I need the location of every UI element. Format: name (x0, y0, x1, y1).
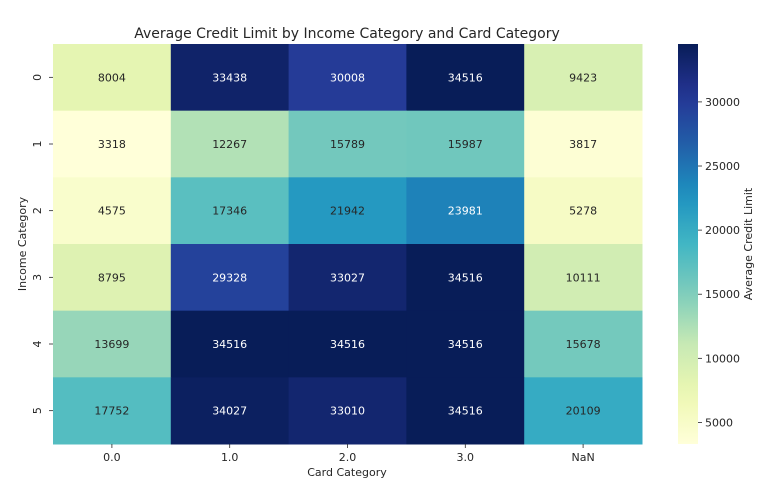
cell-value-label: 20109 (566, 405, 601, 418)
heatmap-cell (288, 310, 407, 378)
x-axis-label: Card Category (307, 466, 387, 479)
colorbar-label: Average Credit Limit (742, 187, 755, 300)
heatmap-cell (53, 110, 172, 178)
y-tick-label: 1 (31, 141, 44, 148)
heatmap-cell (524, 310, 643, 378)
colorbar-tick-label: 20000 (705, 224, 740, 237)
x-tick-label: 0.0 (103, 451, 121, 464)
heatmap-cell (53, 377, 172, 445)
cell-value-label: 15987 (448, 138, 483, 151)
heatmap-cell (288, 177, 407, 245)
cell-value-label: 17752 (94, 405, 129, 418)
x-tick-label: 2.0 (339, 451, 357, 464)
y-tick-label: 2 (31, 207, 44, 214)
x-tick-label: 1.0 (221, 451, 239, 464)
cell-value-label: 21942 (330, 205, 365, 218)
heatmap-cell (53, 244, 172, 312)
cell-value-label: 34516 (448, 338, 483, 351)
x-tick-label: NaN (571, 451, 594, 464)
y-tick-label: 4 (31, 341, 44, 348)
heatmap-cell (170, 177, 290, 245)
cell-value-label: 34516 (448, 71, 483, 84)
heatmap-cell (524, 377, 643, 445)
heatmap-cell (288, 110, 407, 178)
cell-value-label: 17346 (212, 205, 247, 218)
y-tick-label: 5 (31, 407, 44, 414)
cell-value-label: 30008 (330, 71, 365, 84)
cell-value-label: 15789 (330, 138, 365, 151)
cell-value-label: 15678 (566, 338, 601, 351)
heatmap-cell (288, 44, 407, 112)
heatmap-cell (406, 377, 525, 445)
heatmap-cell (170, 377, 290, 445)
cell-value-label: 23981 (448, 205, 483, 218)
colorbar-tick-label: 15000 (705, 288, 740, 301)
heatmap-cell (406, 177, 525, 245)
cell-value-label: 13699 (94, 338, 129, 351)
heatmap-cell (288, 244, 407, 312)
colorbar-tick-label: 5000 (705, 416, 733, 429)
cell-value-label: 34516 (448, 405, 483, 418)
cell-value-label: 34516 (448, 271, 483, 284)
heatmap-cell (170, 310, 290, 378)
cell-value-label: 9423 (569, 71, 597, 84)
y-axis-label: Income Category (16, 196, 29, 291)
heatmap-cell (524, 244, 643, 312)
colorbar-gradient (678, 44, 698, 444)
x-axis: 0.0 1.0 2.0 3.0 NaN (103, 444, 595, 464)
heatmap-cell (524, 44, 643, 112)
heatmap-cells: 8004 33438 30008 34516 9423 3318 12267 15789 159… (53, 44, 643, 445)
colorbar-tick-label: 25000 (705, 160, 740, 173)
chart-title: Average Credit Limit by Income Category … (134, 26, 560, 42)
cell-value-label: 34516 (330, 338, 365, 351)
cell-value-label: 3318 (98, 138, 126, 151)
heatmap-cell (288, 377, 407, 445)
cell-value-label: 8004 (98, 71, 126, 84)
cell-value-label: 34027 (212, 405, 247, 418)
cell-value-label: 34516 (212, 338, 247, 351)
heatmap-cell (406, 110, 525, 178)
heatmap-cell (53, 310, 172, 378)
heatmap-cell (524, 177, 643, 245)
heatmap-cell (524, 110, 643, 178)
cell-value-label: 33438 (212, 71, 247, 84)
cell-value-label: 8795 (98, 271, 126, 284)
cell-value-label: 5278 (569, 205, 597, 218)
heatmap-cell (53, 44, 172, 112)
colorbar: 5000 10000 15000 20000 25000 30000 (678, 44, 740, 444)
colorbar-tick-label: 30000 (705, 96, 740, 109)
cell-value-label: 33010 (330, 405, 365, 418)
heatmap-cell (170, 110, 290, 178)
colorbar-tick-label: 10000 (705, 352, 740, 365)
cell-value-label: 29328 (212, 271, 247, 284)
cell-value-label: 10111 (566, 271, 601, 284)
cell-value-label: 33027 (330, 271, 365, 284)
heatmap-cell (406, 310, 525, 378)
heatmap-cell (406, 44, 525, 112)
heatmap-cell (53, 177, 172, 245)
cell-value-label: 4575 (98, 205, 126, 218)
heatmap-cell (170, 244, 290, 312)
y-axis: 0 1 2 3 4 5 (31, 74, 53, 414)
heatmap-cell (170, 44, 290, 112)
y-tick-label: 0 (31, 74, 44, 81)
heatmap-cell (406, 244, 525, 312)
x-tick-label: 3.0 (457, 451, 475, 464)
y-tick-label: 3 (31, 274, 44, 281)
cell-value-label: 3817 (569, 138, 597, 151)
cell-value-label: 12267 (212, 138, 247, 151)
